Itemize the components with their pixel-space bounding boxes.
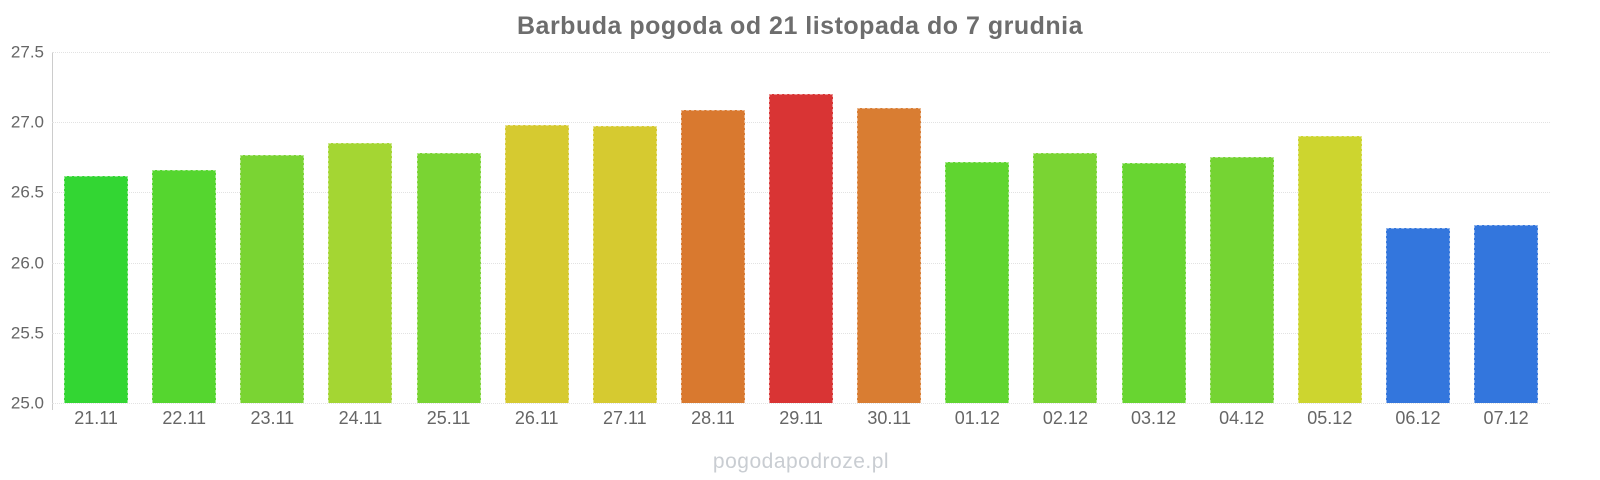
bar-slot-22.11 xyxy=(140,52,228,403)
bar-03.12[interactable] xyxy=(1121,162,1186,403)
gridline-27.5 xyxy=(52,52,1550,53)
bar-slot-24.11 xyxy=(316,52,404,403)
bars-row xyxy=(52,52,1550,403)
bar-04.12[interactable] xyxy=(1209,157,1274,403)
bar-slot-02.12 xyxy=(1021,52,1109,403)
bar-slot-04.12 xyxy=(1198,52,1286,403)
x-tick-label-27.11: 27.11 xyxy=(602,408,647,428)
bar-slot-29.11 xyxy=(757,52,845,403)
bar-slot-05.12 xyxy=(1286,52,1374,403)
bar-27.11[interactable] xyxy=(592,126,657,403)
watermark: pogodapodroze.pl xyxy=(712,450,890,473)
x-tick-label-05.12: 05.12 xyxy=(1307,408,1353,428)
y-tick-label-27.5: 27.5 xyxy=(10,42,44,62)
x-tick-label-25.11: 25.11 xyxy=(426,408,471,428)
bar-slot-23.11 xyxy=(228,52,316,403)
bar-30.11[interactable] xyxy=(857,108,922,403)
bar-23.11[interactable] xyxy=(240,154,305,403)
x-tick-label-30.11: 30.11 xyxy=(867,408,912,428)
x-tick-label-03.12: 03.12 xyxy=(1131,408,1177,428)
bar-01.12[interactable] xyxy=(945,161,1010,403)
x-tick-label-02.12: 02.12 xyxy=(1042,408,1088,428)
x-tick-label-29.11: 29.11 xyxy=(779,408,823,428)
bar-slot-21.11 xyxy=(52,52,140,403)
y-axis-line xyxy=(52,52,53,410)
x-tick-label-26.11: 26.11 xyxy=(514,408,559,428)
x-tick-label-07.12: 07.12 xyxy=(1483,408,1529,428)
bar-07.12[interactable] xyxy=(1474,224,1539,403)
bar-slot-27.11 xyxy=(581,52,669,403)
plot-area xyxy=(52,52,1550,404)
bar-slot-30.11 xyxy=(845,52,933,403)
y-tick-label-25.5: 25.5 xyxy=(10,323,44,343)
x-tick-label-06.12: 06.12 xyxy=(1395,408,1441,428)
bar-28.11[interactable] xyxy=(680,109,745,403)
bar-slot-06.12 xyxy=(1374,52,1462,403)
bar-slot-28.11 xyxy=(669,52,757,403)
x-tick-label-23.11: 23.11 xyxy=(250,408,295,428)
x-tick-label-21.11: 21.11 xyxy=(74,408,118,428)
bar-21.11[interactable] xyxy=(64,175,129,403)
y-tick-label-26.5: 26.5 xyxy=(10,182,44,202)
chart-title: Barbuda pogoda od 21 listopada do 7 grud… xyxy=(517,12,1083,40)
y-tick-label-25.0: 25.0 xyxy=(10,393,44,413)
bar-02.12[interactable] xyxy=(1033,153,1098,403)
x-axis-labels: 21.11 22.11 23.11 24.11 25.11 26.11 27.11 28.11… xyxy=(52,408,1550,429)
bar-slot-03.12 xyxy=(1110,52,1198,403)
bar-06.12[interactable] xyxy=(1385,227,1450,403)
gridline-25.0 xyxy=(52,403,1550,404)
x-tick-label-24.11: 24.11 xyxy=(338,408,383,428)
bar-slot-26.11 xyxy=(493,52,581,403)
bar-25.11[interactable] xyxy=(416,153,481,403)
bar-05.12[interactable] xyxy=(1297,136,1362,403)
x-tick-label-22.11: 22.11 xyxy=(162,408,207,428)
x-tick-label-01.12: 01.12 xyxy=(954,408,1000,428)
bar-slot-07.12 xyxy=(1462,52,1550,403)
y-tick-label-27.0: 27.0 xyxy=(10,112,44,132)
x-tick-label-04.12: 04.12 xyxy=(1219,408,1265,428)
bar-22.11[interactable] xyxy=(152,169,217,403)
bar-slot-25.11 xyxy=(405,52,493,403)
bar-slot-01.12 xyxy=(933,52,1021,403)
bar-24.11[interactable] xyxy=(328,143,393,403)
bar-29.11[interactable] xyxy=(769,94,834,403)
x-tick-label-28.11: 28.11 xyxy=(691,408,735,428)
y-tick-label-26.0: 26.0 xyxy=(10,253,44,273)
bar-26.11[interactable] xyxy=(504,125,569,403)
y-axis-labels: 25.0 25.5 26.0 26.5 27.0 27.5 xyxy=(0,44,44,412)
